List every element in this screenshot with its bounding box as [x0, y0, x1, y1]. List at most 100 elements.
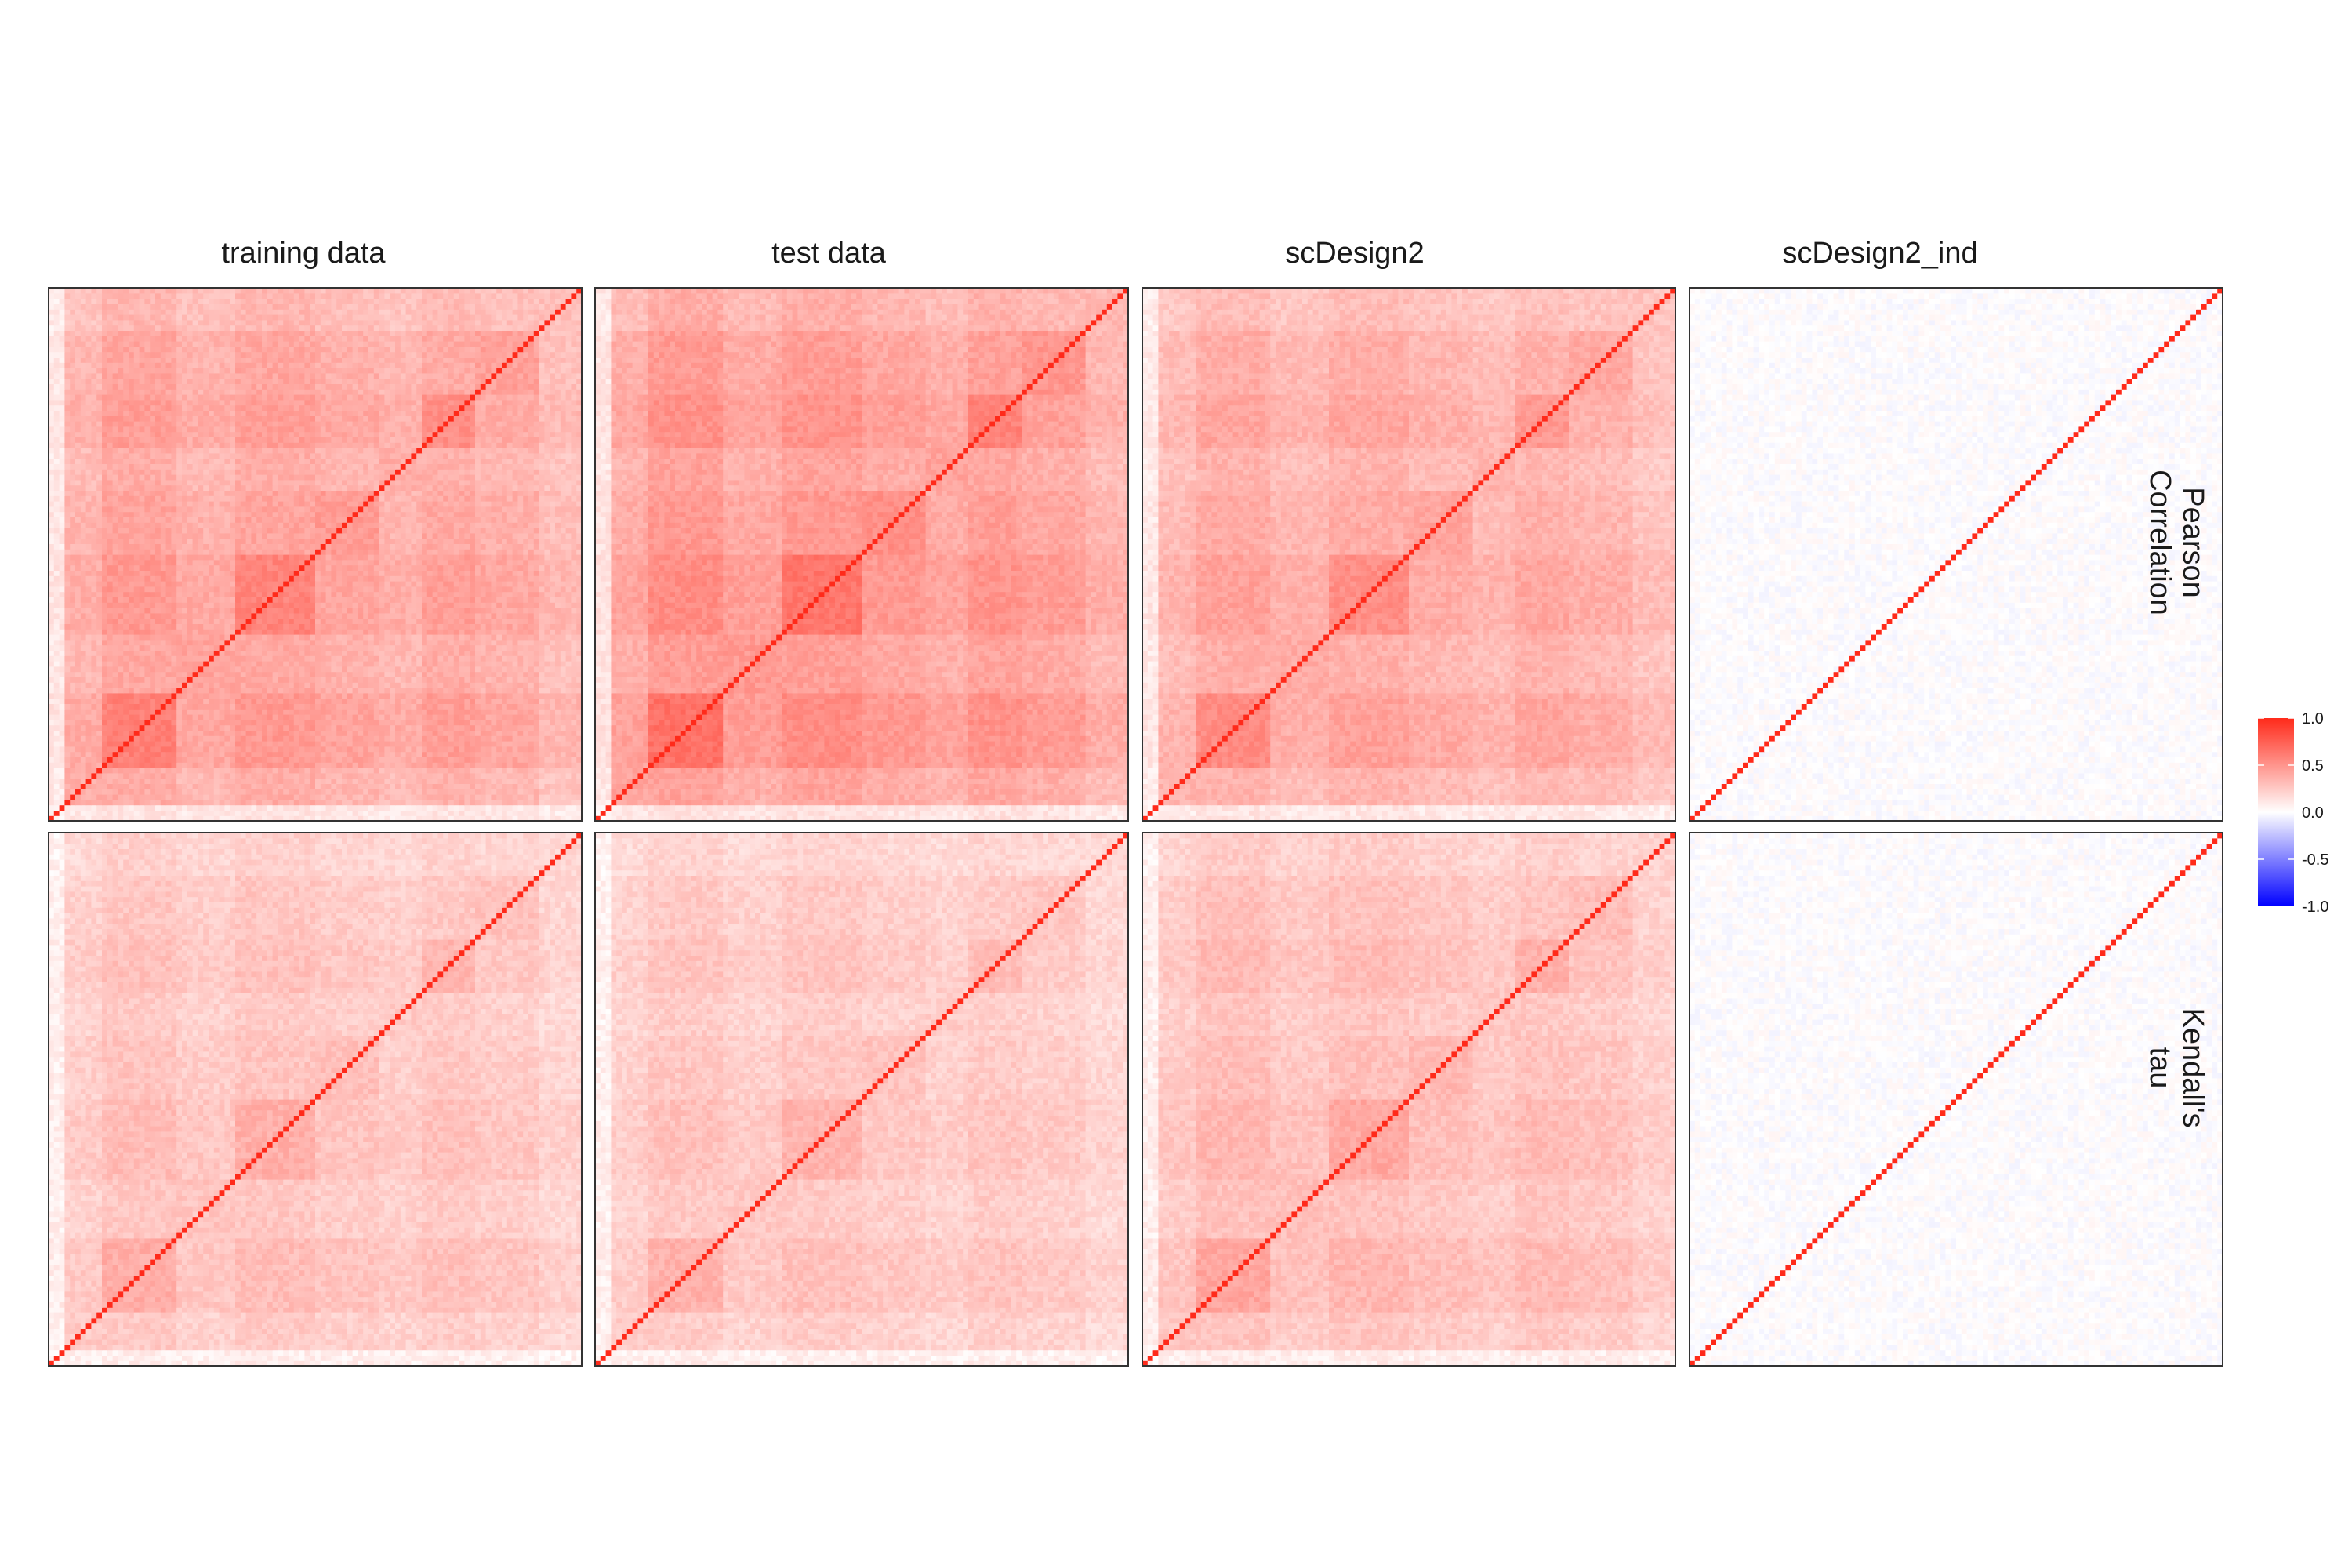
heatmap-cell — [70, 783, 75, 789]
heatmap-cell — [209, 805, 214, 811]
heatmap-cell — [96, 757, 102, 762]
heatmap-cell — [528, 768, 534, 773]
heatmap-cell — [491, 805, 496, 811]
heatmap-cell — [150, 810, 155, 815]
heatmap-cell — [230, 768, 235, 773]
heatmap-cell — [443, 794, 448, 800]
heatmap-cell — [566, 794, 572, 800]
heatmap-cell — [358, 805, 363, 811]
heatmap-cell — [107, 773, 113, 779]
heatmap-cell — [342, 768, 347, 773]
heatmap-cell — [241, 783, 246, 789]
heatmap-cell — [437, 779, 443, 784]
heatmap-cell — [363, 783, 368, 789]
heatmap-cell — [289, 789, 294, 794]
heatmap-cell — [310, 779, 315, 784]
heatmap-cell — [347, 810, 353, 815]
heatmap-cell — [155, 773, 161, 779]
heatmap-cell — [422, 773, 427, 779]
heatmap-cell — [544, 773, 550, 779]
heatmap-cell — [161, 773, 166, 779]
heatmap-cell — [81, 779, 86, 784]
heatmap-cell — [54, 810, 60, 815]
heatmap-cell — [310, 789, 315, 794]
heatmap-cell — [299, 783, 305, 789]
heatmap-cell — [416, 800, 422, 805]
heatmap-cell — [134, 805, 140, 811]
heatmap-cell — [220, 800, 225, 805]
heatmap-cell — [140, 768, 145, 773]
heatmap-cell — [331, 757, 336, 762]
heatmap-cell — [342, 810, 347, 815]
heatmap-cell — [390, 789, 395, 794]
heatmap-cell — [384, 762, 390, 768]
heatmap-cell — [517, 757, 523, 762]
heatmap-cell — [176, 805, 182, 811]
heatmap-cell — [118, 762, 123, 768]
heatmap-cell — [267, 789, 273, 794]
heatmap-cell — [358, 794, 363, 800]
heatmap-cell — [454, 800, 459, 805]
heatmap-cell — [566, 779, 572, 784]
heatmap-cell — [321, 779, 326, 784]
heatmap-cell — [54, 794, 60, 800]
heatmap-cell — [486, 773, 492, 779]
heatmap-cell — [241, 757, 246, 762]
heatmap-cell — [198, 768, 203, 773]
heatmap-cell — [241, 810, 246, 815]
heatmap-cell — [187, 752, 193, 757]
heatmap-cell — [368, 800, 374, 805]
heatmap-cell — [395, 752, 401, 757]
heatmap-cell — [384, 752, 390, 757]
heatmap-cell — [555, 794, 561, 800]
heatmap-cell — [363, 810, 368, 815]
heatmap-cell — [251, 757, 256, 762]
heatmap-cell — [49, 752, 54, 757]
heatmap-cell — [384, 810, 390, 815]
heatmap-cell — [241, 794, 246, 800]
heatmap-cell — [75, 794, 81, 800]
heatmap-cell — [481, 762, 486, 768]
heatmap-cell — [363, 752, 368, 757]
heatmap-cell — [379, 805, 385, 811]
heatmap-cell — [161, 779, 166, 784]
heatmap-cell — [86, 757, 92, 762]
heatmap-cell — [144, 783, 150, 789]
heatmap-cell — [315, 800, 321, 805]
heatmap-cell — [443, 783, 448, 789]
heatmap-cell — [81, 805, 86, 811]
heatmap-cell — [401, 794, 406, 800]
heatmap-cell — [550, 783, 555, 789]
heatmap-cell — [267, 810, 273, 815]
heatmap-cell — [60, 757, 65, 762]
heatmap-cell — [358, 789, 363, 794]
heatmap-cell — [517, 783, 523, 789]
heatmap-cell — [60, 762, 65, 768]
heatmap-cell — [427, 783, 433, 789]
heatmap-cell — [214, 757, 220, 762]
heatmap-cell — [283, 783, 289, 789]
heatmap-cell — [395, 794, 401, 800]
heatmap-cell — [187, 794, 193, 800]
heatmap-cell — [273, 773, 278, 779]
heatmap-cell — [256, 789, 262, 794]
heatmap-cell — [96, 768, 102, 773]
heatmap-cell — [140, 800, 145, 805]
heatmap-cell — [326, 783, 332, 789]
heatmap-cell — [433, 783, 438, 789]
heatmap-cell — [486, 757, 492, 762]
heatmap-cell — [528, 805, 534, 811]
heatmap-cell — [113, 810, 118, 815]
heatmap-cell — [374, 800, 379, 805]
heatmap-cell — [401, 810, 406, 815]
heatmap-cell — [358, 783, 363, 789]
heatmap-cell — [523, 794, 528, 800]
heatmap-cell — [86, 800, 92, 805]
heatmap-cell — [224, 779, 230, 784]
heatmap-cell — [91, 762, 96, 768]
heatmap-cell — [134, 810, 140, 815]
heatmap-cell — [454, 773, 459, 779]
heatmap-cell — [246, 762, 252, 768]
heatmap-cell — [150, 805, 155, 811]
heatmap-cell — [321, 783, 326, 789]
